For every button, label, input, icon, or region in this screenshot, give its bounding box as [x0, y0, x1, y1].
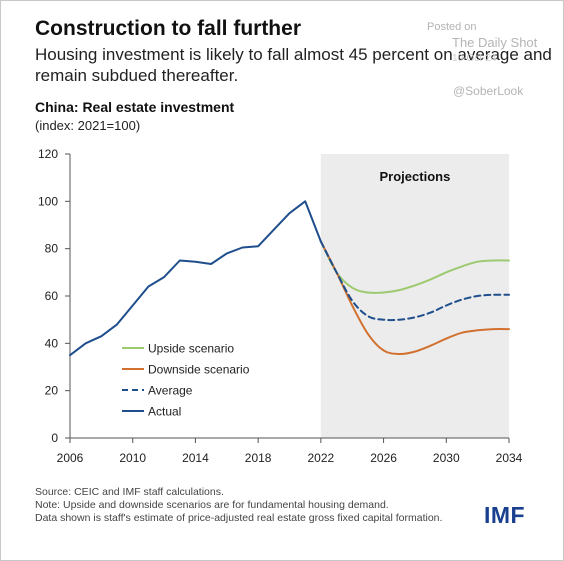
x-tick-label: 2026: [370, 451, 397, 465]
series-line-average: [319, 240, 510, 322]
watermark-site: The Daily Shot: [452, 35, 538, 50]
series-line-downside-scenario: [319, 240, 510, 356]
x-tick-label: 2010: [119, 451, 146, 465]
chart-title: China: Real estate investment: [35, 99, 235, 115]
y-tick-label: 20: [45, 384, 59, 398]
legend-label-actual: Actual: [148, 405, 181, 419]
y-tick-label: 80: [45, 242, 59, 256]
watermark-handle: @SoberLook: [453, 84, 524, 98]
watermark-date: 10-Oct-24: [452, 53, 497, 64]
subtitle: Housing investment is likely to fall alm…: [35, 45, 552, 85]
legend-label-upside-scenario: Upside scenario: [148, 342, 234, 356]
series-line-actual: [69, 200, 322, 357]
x-tick-label: 2014: [182, 451, 209, 465]
line-chart: Projections 0 20 40 60 80 100 120 2006 2010 2014 20…: [38, 147, 523, 465]
imf-logo: IMF: [484, 502, 526, 528]
legend-label-average: Average: [148, 384, 193, 398]
watermark-posted: Posted on: [427, 21, 477, 33]
x-tick-label: 2030: [433, 451, 460, 465]
x-tick-label: 2018: [245, 451, 272, 465]
y-tick-label: 60: [45, 289, 59, 303]
projections-label: Projections: [380, 169, 451, 184]
y-tick-label: 100: [38, 194, 58, 208]
headline: Construction to fall further: [35, 17, 301, 40]
footnote-data-note: Data shown is staff's estimate of price-…: [35, 512, 443, 524]
legend-label-downside-scenario: Downside scenario: [148, 363, 250, 377]
y-tick-label: 120: [38, 147, 58, 161]
y-tick-label: 0: [51, 431, 58, 445]
series-line-upside-scenario: [319, 240, 510, 294]
x-tick-label: 2022: [308, 451, 335, 465]
x-tick-label: 2034: [496, 451, 523, 465]
chart-subtitle: (index: 2021=100): [35, 118, 141, 133]
footnote-note: Note: Upside and downside scenarios are …: [35, 499, 389, 511]
footnote-source: Source: CEIC and IMF staff calculations.: [35, 486, 224, 498]
y-tick-label: 40: [45, 336, 59, 350]
x-tick-label: 2006: [57, 451, 84, 465]
